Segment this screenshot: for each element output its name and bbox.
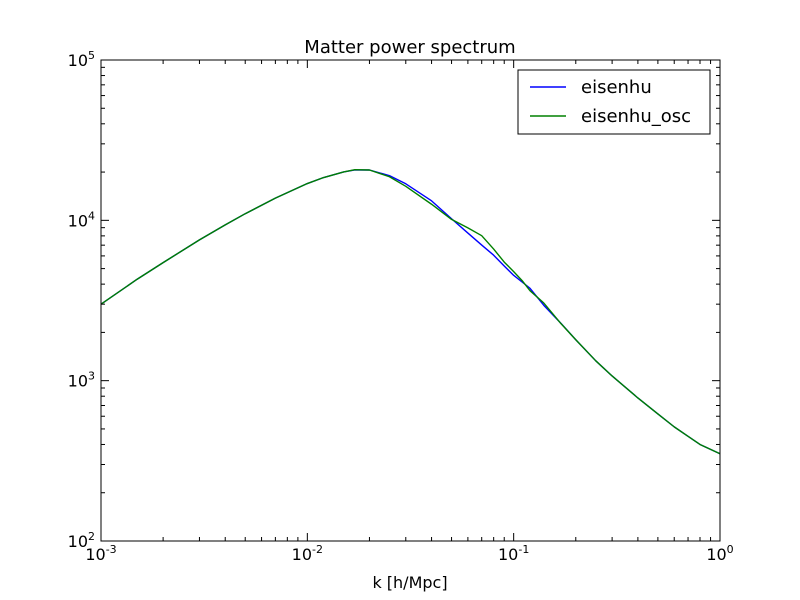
y-tick-label: 103: [68, 370, 95, 391]
x-tick-label: 10-1: [498, 543, 529, 564]
x-tick-label: 10-2: [292, 543, 323, 564]
x-tick-label: 100: [706, 543, 733, 564]
x-axis-label: k [h/Mpc]: [372, 573, 447, 592]
plot-frame: [100, 59, 721, 542]
legend-label-eisenhu: eisenhu: [581, 77, 652, 98]
chart-title: Matter power spectrum: [304, 37, 515, 58]
y-tick-label: 105: [68, 49, 95, 70]
x-tick-label: 10-3: [85, 543, 116, 564]
legend-box: [517, 69, 711, 135]
series-group: [100, 168, 721, 455]
legend-label-eisenhu-osc: eisenhu_osc: [581, 106, 691, 127]
ticks-group: 10-3 10-2 10-1 100 102 103 104 105: [68, 49, 734, 564]
legend: eisenhu eisenhu_osc: [517, 69, 711, 135]
series-line-eisenhu-osc: [100, 168, 721, 455]
y-tick-label: 104: [68, 209, 95, 230]
y-tick-label: 102: [68, 530, 95, 551]
